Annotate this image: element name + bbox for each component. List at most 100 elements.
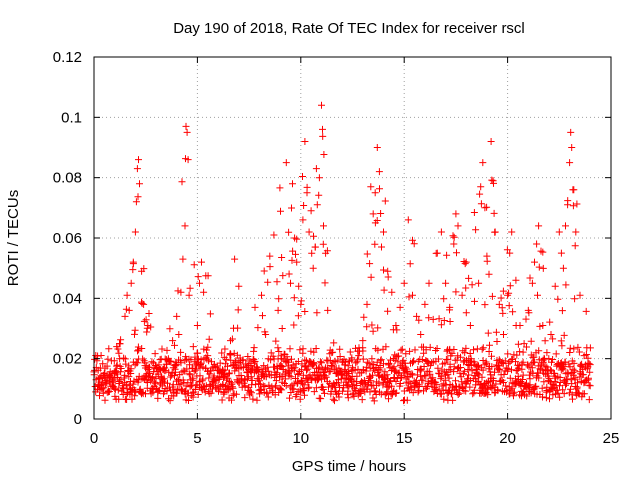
bg-point — [373, 217, 381, 224]
bg-point — [267, 356, 275, 364]
data-point — [528, 279, 536, 287]
x-tick-label: 15 — [396, 430, 413, 447]
data-point — [301, 138, 309, 145]
bg-point — [286, 368, 294, 376]
bg-point — [441, 359, 449, 367]
bg-point — [261, 383, 269, 390]
bg-point — [320, 151, 328, 158]
data-point — [500, 331, 507, 338]
bg-point — [275, 348, 283, 355]
bg-point — [391, 356, 399, 364]
bg-point — [564, 370, 572, 378]
bg-point — [452, 288, 460, 296]
bg-point — [117, 368, 125, 376]
bg-point — [549, 335, 557, 343]
data-point — [508, 228, 516, 236]
data-point — [121, 312, 129, 320]
bg-point — [131, 330, 138, 338]
y-tick-label: 0.12 — [53, 49, 82, 66]
data-point — [318, 101, 325, 109]
bg-point — [586, 382, 594, 390]
data-point — [297, 300, 305, 308]
bg-point — [554, 389, 562, 397]
bg-point — [216, 359, 224, 367]
bg-point — [298, 376, 306, 384]
data-point — [328, 349, 336, 357]
data-point — [516, 322, 524, 329]
bg-point — [187, 356, 195, 364]
bg-point — [310, 360, 318, 368]
bg-point — [575, 348, 583, 356]
bg-point — [135, 376, 143, 384]
bg-point — [527, 337, 535, 345]
bg-point — [290, 321, 298, 329]
data-point — [117, 376, 125, 384]
bg-point — [278, 386, 286, 394]
bg-point — [99, 378, 107, 386]
data-point — [400, 279, 408, 287]
bg-point — [381, 197, 389, 205]
bg-point — [409, 236, 416, 244]
bg-point — [541, 362, 549, 370]
data-point — [378, 243, 385, 251]
bg-point — [116, 378, 123, 385]
bg-point — [546, 318, 554, 326]
data-points — [92, 101, 592, 396]
bg-point — [440, 317, 448, 324]
bg-point — [426, 370, 434, 378]
bg-point — [129, 380, 137, 388]
bg-point — [163, 346, 171, 354]
bg-point — [585, 381, 593, 389]
bg-point — [174, 287, 182, 295]
bg-point — [174, 375, 182, 383]
bg-point — [331, 397, 338, 405]
bg-point — [146, 363, 154, 371]
data-point — [127, 279, 135, 287]
bg-point — [574, 379, 581, 387]
bg-point — [483, 203, 491, 211]
bg-point — [512, 358, 519, 366]
bg-point — [232, 364, 240, 372]
bg-point — [213, 362, 221, 370]
data-point — [183, 128, 191, 136]
bg-point — [415, 381, 423, 389]
data-point — [173, 312, 181, 320]
x-tick-label: 5 — [193, 430, 201, 447]
bg-point — [437, 390, 445, 398]
bg-point — [117, 336, 125, 344]
bg-point — [97, 352, 105, 359]
bg-point — [524, 382, 532, 390]
bg-point — [277, 352, 285, 360]
bg-point — [560, 362, 568, 370]
bg-point — [102, 380, 110, 388]
data-point — [562, 222, 569, 230]
bg-point — [248, 389, 255, 397]
data-point — [568, 144, 576, 151]
bg-point — [136, 385, 144, 393]
bg-point — [428, 359, 436, 367]
bg-point — [385, 395, 392, 403]
data-point — [564, 201, 572, 209]
bg-point — [453, 249, 460, 257]
data-point — [375, 168, 383, 176]
data-point — [214, 382, 222, 390]
bg-point — [368, 321, 376, 329]
data-point — [131, 228, 139, 236]
x-tick-label: 25 — [603, 430, 620, 447]
bg-point — [375, 379, 383, 387]
bg-point — [585, 396, 593, 404]
bg-point — [218, 349, 226, 357]
bg-point — [206, 370, 214, 378]
data-point — [504, 291, 512, 299]
data-point — [371, 189, 379, 197]
bg-point — [286, 394, 293, 402]
bg-point — [268, 387, 276, 395]
bg-point — [221, 382, 229, 390]
bg-point — [457, 364, 464, 371]
bg-point — [549, 356, 557, 363]
data-point — [220, 373, 228, 381]
bg-point — [147, 323, 155, 331]
bg-point — [472, 226, 480, 234]
bg-point — [359, 355, 367, 363]
bg-point — [465, 274, 473, 282]
